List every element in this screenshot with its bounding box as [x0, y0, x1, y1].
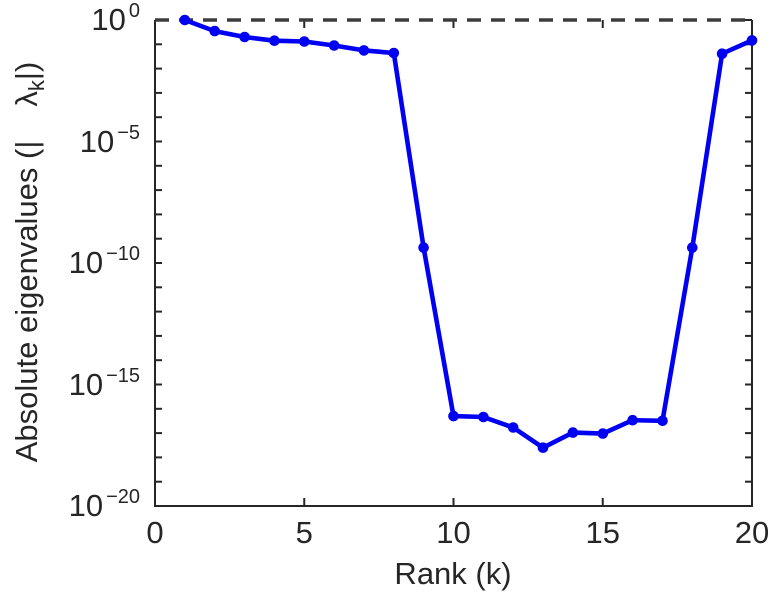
data-point-marker — [448, 410, 459, 422]
eigenvalue-curve — [182, 17, 755, 451]
data-point-marker — [627, 414, 638, 426]
data-point-marker — [537, 442, 549, 454]
data-point-marker — [597, 428, 609, 439]
data-point-marker — [478, 411, 489, 423]
lambda-subscript: k — [24, 80, 49, 92]
x-axis-title: Rank (k) — [394, 556, 512, 591]
lambda-symbol: λ — [9, 91, 44, 107]
data-point-marker — [687, 242, 698, 253]
y-axis-title-text: Absolute eigenvalues (| — [9, 140, 44, 463]
data-point-marker — [209, 25, 220, 37]
y-axis-title-close: |) — [9, 61, 44, 81]
data-point-marker — [269, 35, 280, 46]
data-point-marker — [299, 36, 310, 47]
data-point-marker — [507, 422, 519, 433]
data-point-marker — [388, 47, 400, 59]
data-point-marker — [746, 35, 758, 46]
data-point-marker — [179, 14, 191, 26]
data-point-marker — [328, 40, 340, 51]
data-point-marker — [358, 45, 370, 56]
data-point-marker — [657, 415, 668, 427]
data-point-marker — [418, 242, 429, 253]
y-axis-title: Absolute eigenvalues (| λk|) — [9, 61, 49, 463]
data-point-marker — [567, 427, 579, 438]
data-point-marker — [716, 48, 728, 59]
axes-box — [154, 20, 753, 507]
data-point-marker — [239, 31, 250, 43]
